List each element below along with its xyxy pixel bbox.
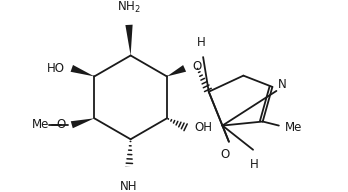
Text: N: N xyxy=(278,78,287,91)
Text: OH: OH xyxy=(194,122,212,134)
Text: NH$_2$: NH$_2$ xyxy=(117,0,141,15)
Text: HO: HO xyxy=(47,62,65,75)
Text: H: H xyxy=(197,36,206,49)
Polygon shape xyxy=(125,25,133,55)
Text: O: O xyxy=(193,60,202,73)
Text: O: O xyxy=(56,118,65,131)
Text: H: H xyxy=(250,158,259,171)
Text: Me: Me xyxy=(285,121,303,134)
Polygon shape xyxy=(71,65,94,76)
Text: O: O xyxy=(220,148,229,161)
Polygon shape xyxy=(71,118,94,128)
Text: NH: NH xyxy=(120,180,138,192)
Text: Me: Me xyxy=(32,118,49,131)
Polygon shape xyxy=(167,65,186,76)
